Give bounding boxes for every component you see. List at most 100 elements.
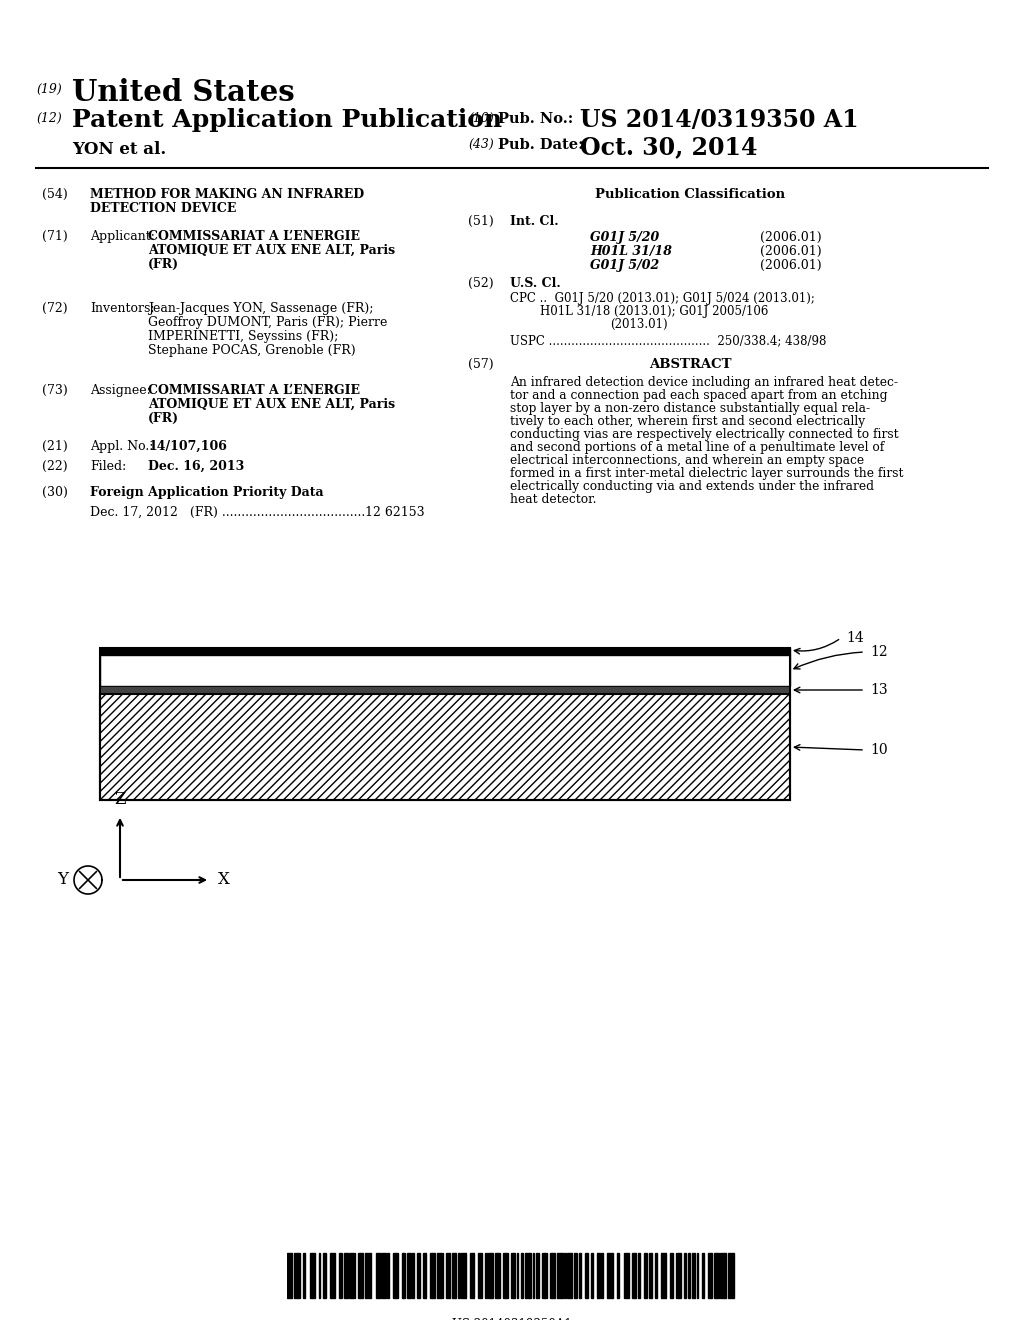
Text: Pub. Date:: Pub. Date:	[498, 139, 584, 152]
Bar	[517, 1253, 518, 1298]
Text: YON et al.: YON et al.	[72, 141, 166, 158]
Bar	[607, 1253, 613, 1298]
Bar	[318, 1253, 321, 1298]
Bar	[344, 1253, 348, 1298]
Bar	[715, 1253, 719, 1298]
Bar	[601, 1253, 603, 1298]
Text: US 20140319350A1: US 20140319350A1	[453, 1317, 571, 1320]
Text: (FR): (FR)	[148, 412, 179, 425]
Text: (22): (22)	[42, 459, 68, 473]
Bar	[458, 1253, 460, 1298]
Text: H01L 31/18: H01L 31/18	[590, 246, 672, 257]
Bar	[649, 1253, 652, 1298]
Bar	[331, 1253, 335, 1298]
Bar	[287, 1253, 292, 1298]
Bar	[484, 1253, 486, 1298]
Bar	[525, 1253, 531, 1298]
Text: An infrared detection device including an infrared heat detec-: An infrared detection device including a…	[510, 376, 898, 389]
Bar	[520, 1253, 523, 1298]
Bar	[366, 1253, 372, 1298]
Bar	[294, 1253, 300, 1298]
Text: Pub. No.:: Pub. No.:	[498, 112, 573, 125]
Text: (57): (57)	[468, 358, 494, 371]
Bar	[567, 1253, 571, 1298]
Bar	[624, 1253, 629, 1298]
Bar	[430, 1253, 435, 1298]
Bar	[638, 1253, 640, 1298]
Text: conducting vias are respectively electrically connected to first: conducting vias are respectively electri…	[510, 428, 899, 441]
Text: COMMISSARIAT A L’ENERGIE: COMMISSARIAT A L’ENERGIE	[148, 384, 360, 397]
Text: tively to each other, wherein first and second electrically: tively to each other, wherein first and …	[510, 414, 865, 428]
Text: (19): (19)	[36, 83, 61, 96]
Bar	[309, 1253, 314, 1298]
Bar	[303, 1253, 305, 1298]
Bar	[413, 1253, 415, 1298]
Bar	[616, 1253, 620, 1298]
Bar	[423, 1253, 426, 1298]
Text: heat detector.: heat detector.	[510, 492, 597, 506]
Text: 10: 10	[870, 743, 888, 756]
Text: ATOMIQUE ET AUX ENE ALT, Paris: ATOMIQUE ET AUX ENE ALT, Paris	[148, 244, 395, 257]
Text: (51): (51)	[468, 215, 494, 228]
Text: and second portions of a metal line of a penultimate level of: and second portions of a metal line of a…	[510, 441, 885, 454]
Bar	[676, 1253, 681, 1298]
Text: USPC ...........................................  250/338.4; 438/98: USPC ...................................…	[510, 334, 826, 347]
Bar	[597, 1253, 600, 1298]
Bar	[408, 1253, 411, 1298]
Text: formed in a first inter-metal dielectric layer surrounds the first: formed in a first inter-metal dielectric…	[510, 467, 903, 480]
Bar	[417, 1253, 420, 1298]
Text: H01L 31/18 (2013.01); G01J 2005/106: H01L 31/18 (2013.01); G01J 2005/106	[540, 305, 768, 318]
Text: ABSTRACT: ABSTRACT	[649, 358, 731, 371]
Bar	[100, 694, 790, 800]
Bar	[461, 1253, 466, 1298]
Bar	[382, 1253, 386, 1298]
Bar	[452, 1253, 457, 1298]
Text: Oct. 30, 2014: Oct. 30, 2014	[580, 135, 758, 158]
Text: (2006.01): (2006.01)	[760, 259, 821, 272]
Text: (73): (73)	[42, 384, 68, 397]
Text: (30): (30)	[42, 486, 68, 499]
Text: (10): (10)	[468, 112, 494, 125]
Bar	[557, 1253, 562, 1298]
Bar	[470, 1253, 474, 1298]
Text: tor and a connection pad each spaced apart from an etching: tor and a connection pad each spaced apa…	[510, 389, 888, 403]
Text: Dec. 17, 2012   (FR) .....................................: Dec. 17, 2012 (FR) .....................…	[90, 506, 366, 519]
Text: stop layer by a non-zero distance substantially equal rela-: stop layer by a non-zero distance substa…	[510, 403, 870, 414]
Text: U.S. Cl.: U.S. Cl.	[510, 277, 561, 290]
Text: 12 62153: 12 62153	[365, 506, 425, 519]
Text: (72): (72)	[42, 302, 68, 315]
Bar	[387, 1253, 389, 1298]
Bar	[496, 1253, 500, 1298]
Bar	[100, 655, 790, 686]
Text: ATOMIQUE ET AUX ENE ALT, Paris: ATOMIQUE ET AUX ENE ALT, Paris	[148, 399, 395, 411]
Text: CPC ..  G01J 5/20 (2013.01); G01J 5/024 (2013.01);: CPC .. G01J 5/20 (2013.01); G01J 5/024 (…	[510, 292, 815, 305]
Bar	[478, 1253, 481, 1298]
Bar	[100, 648, 790, 800]
Text: IMPERINETTI, Seyssins (FR);: IMPERINETTI, Seyssins (FR);	[148, 330, 338, 343]
Text: (43): (43)	[468, 139, 494, 150]
Bar	[662, 1253, 667, 1298]
Text: Patent Application Publication: Patent Application Publication	[72, 108, 502, 132]
Bar	[358, 1253, 364, 1298]
Text: US 2014/0319350 A1: US 2014/0319350 A1	[580, 108, 859, 132]
Text: Appl. No.:: Appl. No.:	[90, 440, 154, 453]
Text: Foreign Application Priority Data: Foreign Application Priority Data	[90, 486, 324, 499]
Text: (FR): (FR)	[148, 257, 179, 271]
Bar	[446, 1253, 450, 1298]
Text: electrically conducting via and extends under the infrared: electrically conducting via and extends …	[510, 480, 874, 492]
Text: Int. Cl.: Int. Cl.	[510, 215, 559, 228]
Text: (12): (12)	[36, 112, 61, 125]
Text: DETECTION DEVICE: DETECTION DEVICE	[90, 202, 237, 215]
Bar	[720, 1253, 726, 1298]
Text: Inventors:: Inventors:	[90, 302, 155, 315]
Text: G01J 5/02: G01J 5/02	[590, 259, 659, 272]
Bar	[688, 1253, 689, 1298]
Bar	[550, 1253, 555, 1298]
Text: electrical interconnections, and wherein an empty space: electrical interconnections, and wherein…	[510, 454, 864, 467]
Bar	[574, 1253, 577, 1298]
Text: COMMISSARIAT A L’ENERGIE: COMMISSARIAT A L’ENERGIE	[148, 230, 360, 243]
Text: Publication Classification: Publication Classification	[595, 187, 785, 201]
Text: 14: 14	[846, 631, 864, 645]
Text: Geoffroy DUMONT, Paris (FR); Pierre: Geoffroy DUMONT, Paris (FR); Pierre	[148, 315, 387, 329]
Bar	[323, 1253, 327, 1298]
